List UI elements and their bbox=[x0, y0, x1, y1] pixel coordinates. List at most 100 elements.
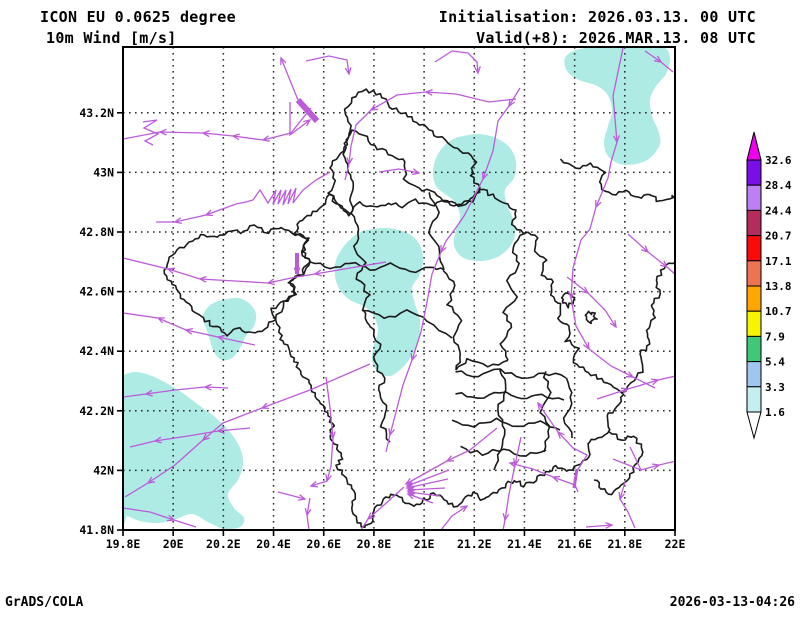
arrowhead-icon bbox=[369, 103, 379, 111]
arrowhead-icon bbox=[581, 286, 590, 294]
arrowhead-icon bbox=[260, 402, 270, 410]
arrowhead-icon bbox=[481, 171, 489, 181]
streamline bbox=[406, 469, 450, 487]
y-axis-label: 43N bbox=[93, 165, 114, 179]
colorbar-label: 10.7 bbox=[765, 305, 792, 318]
arrowhead-icon bbox=[344, 67, 352, 76]
grads-credit: GrADS/COLA bbox=[5, 595, 84, 610]
x-axis-label: 21E bbox=[414, 537, 435, 551]
arrowhead-icon bbox=[502, 513, 510, 522]
streamline bbox=[627, 233, 675, 275]
arrowhead-icon bbox=[567, 291, 575, 300]
streamline bbox=[585, 524, 613, 528]
colorbar-label: 20.7 bbox=[765, 230, 792, 243]
border-line bbox=[499, 232, 526, 361]
arrowhead-icon bbox=[406, 492, 416, 500]
shade-blob bbox=[202, 297, 257, 361]
border-line bbox=[460, 445, 547, 457]
streamline bbox=[360, 486, 405, 530]
arrowhead-icon bbox=[303, 119, 312, 127]
arrowhead-icon bbox=[508, 99, 516, 108]
streamline bbox=[566, 276, 617, 328]
streamline bbox=[310, 376, 334, 487]
arrowhead-icon bbox=[605, 521, 614, 529]
parameter-title: 10m Wind [m/s] bbox=[46, 29, 177, 47]
colorbar-segment bbox=[746, 235, 762, 262]
arrowhead-icon bbox=[293, 267, 301, 276]
valid-time-label: Valid(+8): 2026.MAR.13. 08 UTC bbox=[476, 29, 756, 47]
arrowhead-icon bbox=[556, 430, 565, 439]
arrowhead-icon bbox=[512, 458, 520, 467]
colorbar-label: 28.4 bbox=[765, 179, 792, 192]
streamline bbox=[378, 168, 420, 174]
x-axis-label: 20.8E bbox=[357, 537, 392, 551]
streamline bbox=[123, 507, 197, 528]
init-time-label: Initialisation: 2026.03.13. 00 UTC bbox=[438, 8, 756, 26]
arrowhead-icon bbox=[346, 157, 354, 166]
border-line bbox=[361, 309, 453, 339]
arrowhead-icon bbox=[595, 199, 602, 209]
streamline bbox=[142, 119, 160, 146]
colorbar-label: 24.4 bbox=[765, 204, 792, 217]
arrowhead-icon bbox=[404, 478, 414, 485]
streamline bbox=[596, 375, 675, 400]
arrowhead-icon bbox=[366, 512, 375, 521]
colorbar-label: 17.1 bbox=[765, 255, 792, 268]
y-axis-label: 42N bbox=[93, 463, 114, 477]
streamline bbox=[302, 171, 331, 191]
arrowhead-icon bbox=[309, 480, 319, 488]
shade-blob bbox=[564, 47, 671, 165]
arrowhead-icon bbox=[445, 455, 455, 462]
arrowhead-icon bbox=[620, 387, 630, 395]
y-axis-label: 42.2N bbox=[79, 404, 114, 418]
arrowhead-icon bbox=[618, 492, 625, 501]
x-axis-label: 21.2E bbox=[457, 537, 492, 551]
streamline bbox=[407, 493, 434, 504]
colorbar-label: 13.8 bbox=[765, 280, 792, 293]
streamline bbox=[305, 55, 350, 75]
model-title: ICON EU 0.0625 degree bbox=[40, 8, 236, 26]
x-axis-label: 21.8E bbox=[608, 537, 643, 551]
arrowhead-icon bbox=[652, 463, 661, 470]
colorbar-segment bbox=[746, 361, 762, 388]
streamline bbox=[440, 505, 468, 530]
arrowhead-icon bbox=[641, 245, 650, 254]
streamline bbox=[277, 491, 306, 500]
arrowhead-icon bbox=[156, 317, 166, 324]
arrowhead-icon bbox=[144, 389, 153, 397]
arrowhead-icon bbox=[313, 269, 322, 277]
streamline bbox=[446, 427, 498, 462]
streamline bbox=[245, 187, 304, 206]
arrowhead-icon bbox=[153, 436, 162, 444]
border-line bbox=[274, 129, 625, 528]
streamline bbox=[629, 446, 642, 471]
colorbar-segment bbox=[746, 184, 762, 211]
arrowhead-icon bbox=[609, 319, 617, 329]
border-line bbox=[559, 158, 675, 203]
border-line bbox=[539, 371, 552, 453]
arrowhead-icon bbox=[474, 66, 481, 75]
arrowhead-icon bbox=[406, 486, 415, 494]
border-line bbox=[560, 292, 576, 309]
graticule bbox=[123, 47, 675, 530]
arrowhead-icon bbox=[651, 378, 660, 386]
arrowhead-icon bbox=[424, 88, 433, 96]
map-content bbox=[123, 47, 675, 530]
border-line bbox=[442, 270, 463, 371]
border-line bbox=[593, 430, 644, 496]
streamline bbox=[570, 47, 656, 389]
arrowhead-icon bbox=[328, 431, 336, 440]
arrowhead-icon bbox=[158, 128, 167, 136]
border-line bbox=[455, 368, 567, 379]
border-line bbox=[455, 391, 565, 401]
border-line bbox=[493, 369, 507, 471]
colorbar-segment bbox=[746, 209, 762, 237]
arrowhead-icon bbox=[410, 352, 418, 362]
x-axis-label: 20.2E bbox=[206, 537, 241, 551]
border-line bbox=[350, 212, 371, 327]
arrowhead-icon bbox=[551, 475, 561, 483]
arrowhead-icon bbox=[204, 209, 214, 217]
shade-blob bbox=[334, 227, 424, 377]
